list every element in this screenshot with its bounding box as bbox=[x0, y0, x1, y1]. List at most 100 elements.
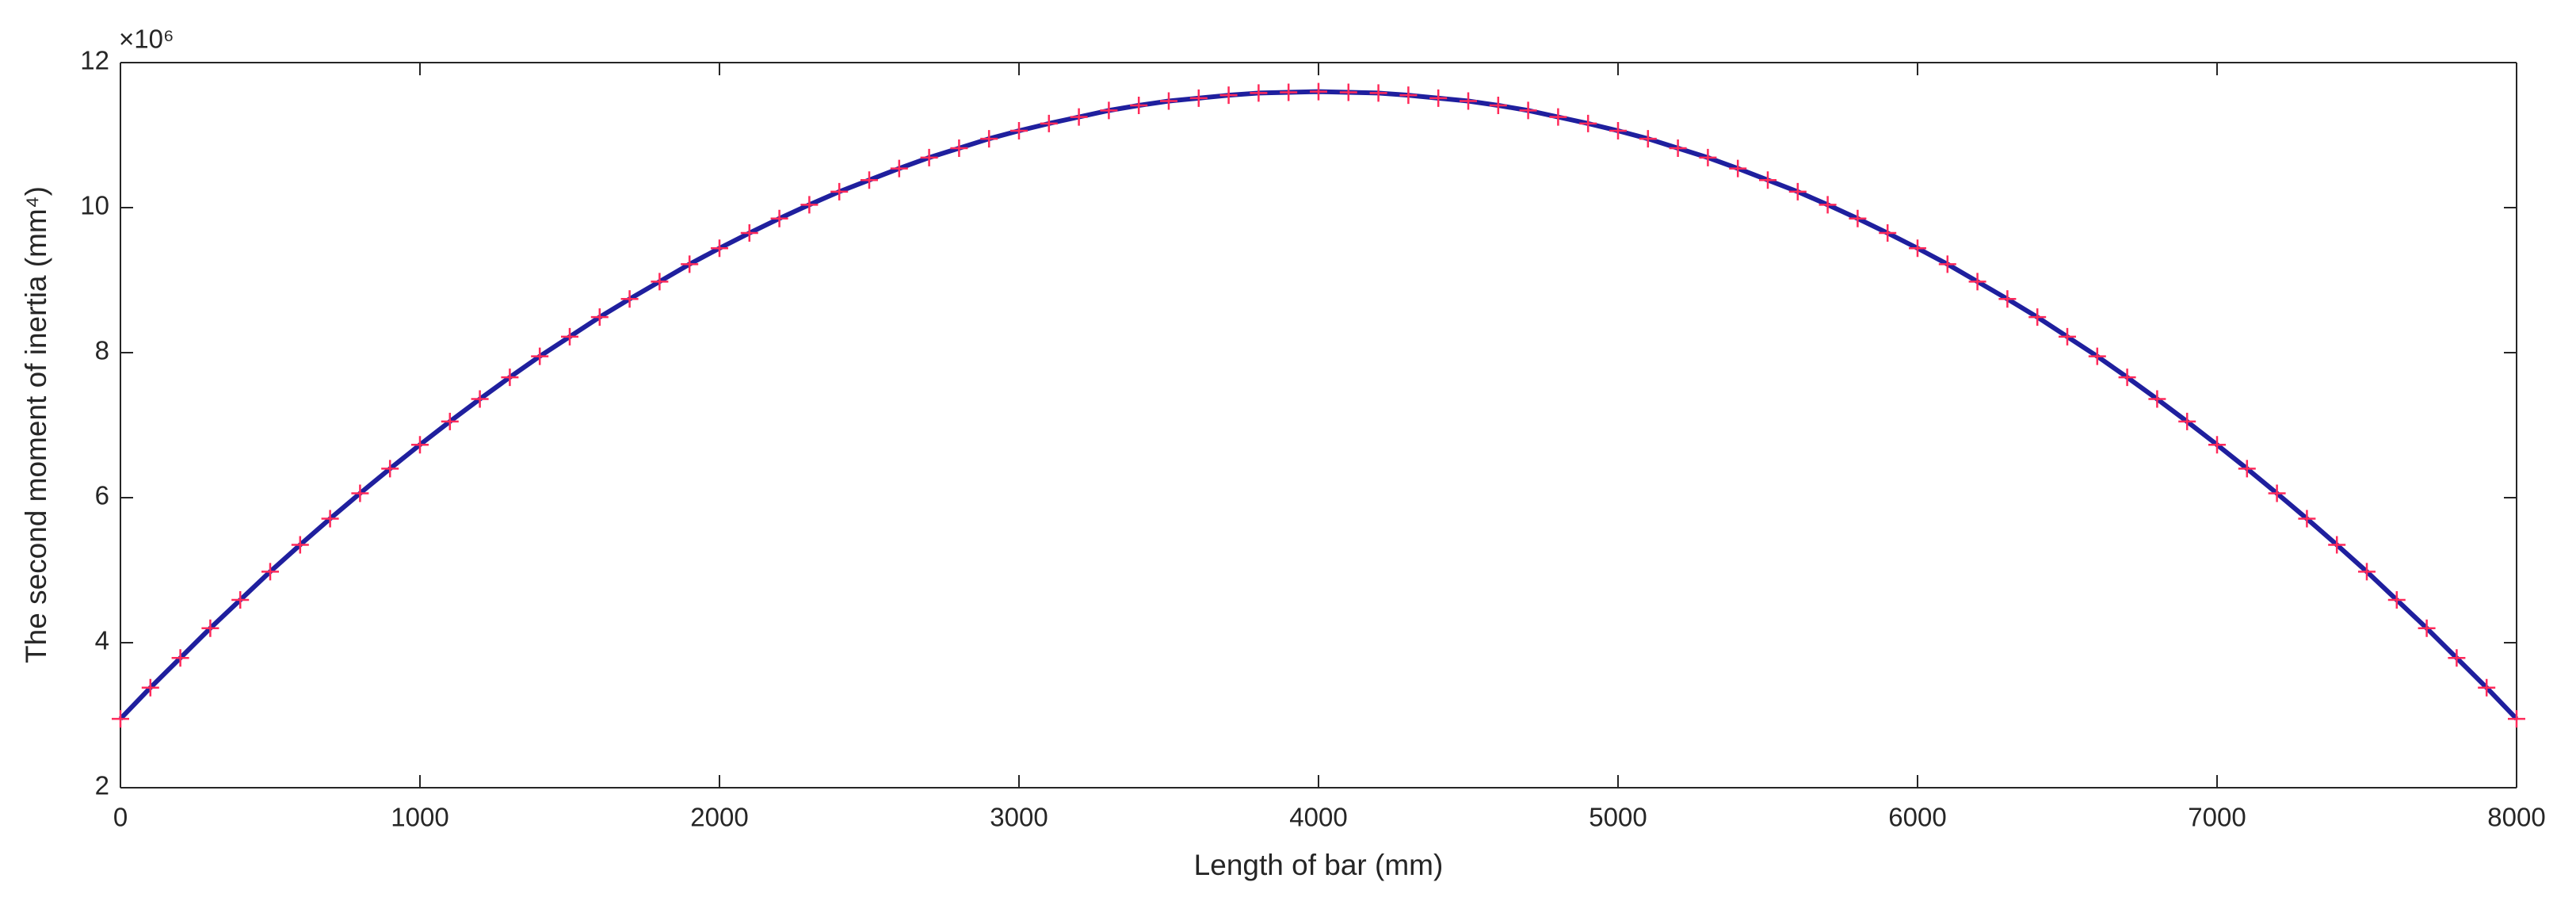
data-marker bbox=[1998, 290, 2017, 308]
data-marker bbox=[2387, 591, 2406, 609]
data-marker bbox=[291, 536, 309, 554]
data-marker bbox=[381, 460, 399, 478]
data-marker bbox=[471, 390, 489, 408]
data-marker bbox=[2358, 563, 2376, 581]
data-marker bbox=[2178, 412, 2196, 430]
data-marker bbox=[1818, 196, 1837, 214]
x-tick-label: 8000 bbox=[2487, 803, 2545, 832]
data-marker bbox=[112, 710, 129, 728]
y-tick-label: 8 bbox=[95, 336, 109, 365]
data-marker bbox=[1909, 239, 1926, 258]
data-marker bbox=[620, 290, 639, 308]
data-marker bbox=[1219, 86, 1238, 105]
data-marker bbox=[2208, 436, 2226, 454]
data-marker bbox=[890, 159, 908, 178]
data-marker bbox=[1968, 273, 1986, 291]
data-marker bbox=[261, 563, 279, 581]
y-exponent-label: ×10⁶ bbox=[119, 25, 174, 54]
data-marker bbox=[740, 224, 758, 242]
data-marker bbox=[1280, 83, 1298, 101]
data-marker bbox=[1310, 82, 1327, 101]
data-marker bbox=[1579, 114, 1597, 132]
x-tick-label: 5000 bbox=[1589, 803, 1647, 832]
y-tick-label: 4 bbox=[95, 626, 109, 655]
data-marker bbox=[1729, 159, 1747, 178]
data-marker bbox=[1010, 122, 1028, 140]
data-marker bbox=[2148, 390, 2166, 408]
data-marker bbox=[1609, 122, 1627, 140]
data-marker bbox=[531, 347, 549, 365]
data-marker bbox=[2268, 484, 2286, 502]
data-marker bbox=[770, 209, 788, 227]
y-tick-label: 12 bbox=[80, 46, 109, 75]
y-tick-label: 2 bbox=[95, 771, 109, 800]
data-marker bbox=[351, 484, 369, 502]
data-marker bbox=[2088, 347, 2106, 365]
data-marker bbox=[1489, 96, 1507, 114]
data-marker bbox=[651, 273, 669, 291]
data-marker bbox=[2418, 619, 2436, 637]
data-marker bbox=[1460, 92, 1477, 110]
data-marker bbox=[1429, 89, 1448, 107]
data-marker bbox=[2448, 649, 2466, 667]
y-tick-label: 10 bbox=[80, 191, 109, 220]
data-marker bbox=[1788, 182, 1807, 200]
data-marker bbox=[231, 591, 250, 609]
data-marker bbox=[1070, 108, 1088, 126]
data-marker bbox=[1369, 84, 1387, 102]
data-marker bbox=[321, 510, 339, 528]
y-tick-label: 6 bbox=[95, 481, 109, 510]
data-marker bbox=[1938, 255, 1956, 273]
data-marker bbox=[1160, 92, 1177, 110]
data-marker bbox=[920, 148, 938, 166]
data-marker bbox=[1699, 148, 1717, 166]
data-marker bbox=[2298, 510, 2316, 528]
data-marker bbox=[1639, 130, 1657, 148]
data-marker bbox=[441, 412, 459, 430]
data-marker bbox=[861, 171, 878, 189]
data-marker bbox=[2118, 368, 2136, 387]
data-marker bbox=[800, 196, 819, 214]
data-marker bbox=[830, 182, 849, 200]
x-tick-label: 7000 bbox=[2188, 803, 2246, 832]
data-marker bbox=[1339, 83, 1357, 101]
data-marker bbox=[141, 678, 159, 697]
data-marker bbox=[2238, 460, 2256, 478]
data-marker bbox=[590, 308, 609, 326]
data-marker bbox=[1399, 86, 1418, 105]
data-marker bbox=[1130, 96, 1148, 114]
y-axis-label: The second moment of inertia (mm⁴) bbox=[20, 186, 52, 663]
x-tick-label: 3000 bbox=[990, 803, 1048, 832]
x-tick-label: 2000 bbox=[690, 803, 748, 832]
x-tick-label: 1000 bbox=[391, 803, 448, 832]
data-marker bbox=[2328, 536, 2346, 554]
data-marker bbox=[980, 130, 998, 148]
data-marker bbox=[201, 619, 219, 637]
data-marker bbox=[1040, 114, 1058, 132]
data-marker bbox=[950, 139, 968, 157]
data-marker bbox=[1519, 101, 1537, 120]
data-marker bbox=[1549, 108, 1567, 126]
data-marker bbox=[411, 436, 429, 454]
data-marker bbox=[561, 327, 578, 346]
data-marker bbox=[501, 368, 519, 387]
data-marker bbox=[2478, 678, 2496, 697]
data-marker bbox=[2059, 327, 2076, 346]
x-tick-label: 0 bbox=[113, 803, 128, 832]
data-marker bbox=[711, 239, 728, 258]
data-marker bbox=[2508, 710, 2525, 728]
data-marker bbox=[681, 255, 699, 273]
x-tick-label: 6000 bbox=[1888, 803, 1946, 832]
data-marker bbox=[1250, 84, 1268, 102]
data-marker bbox=[1669, 139, 1687, 157]
data-marker bbox=[1759, 171, 1776, 189]
data-marker bbox=[1849, 209, 1867, 227]
data-marker bbox=[171, 649, 189, 667]
x-axis-label: Length of bar (mm) bbox=[1194, 849, 1444, 881]
data-marker bbox=[1189, 89, 1208, 107]
data-marker bbox=[1100, 101, 1118, 120]
data-marker bbox=[2028, 308, 2047, 326]
data-marker bbox=[1879, 224, 1897, 242]
